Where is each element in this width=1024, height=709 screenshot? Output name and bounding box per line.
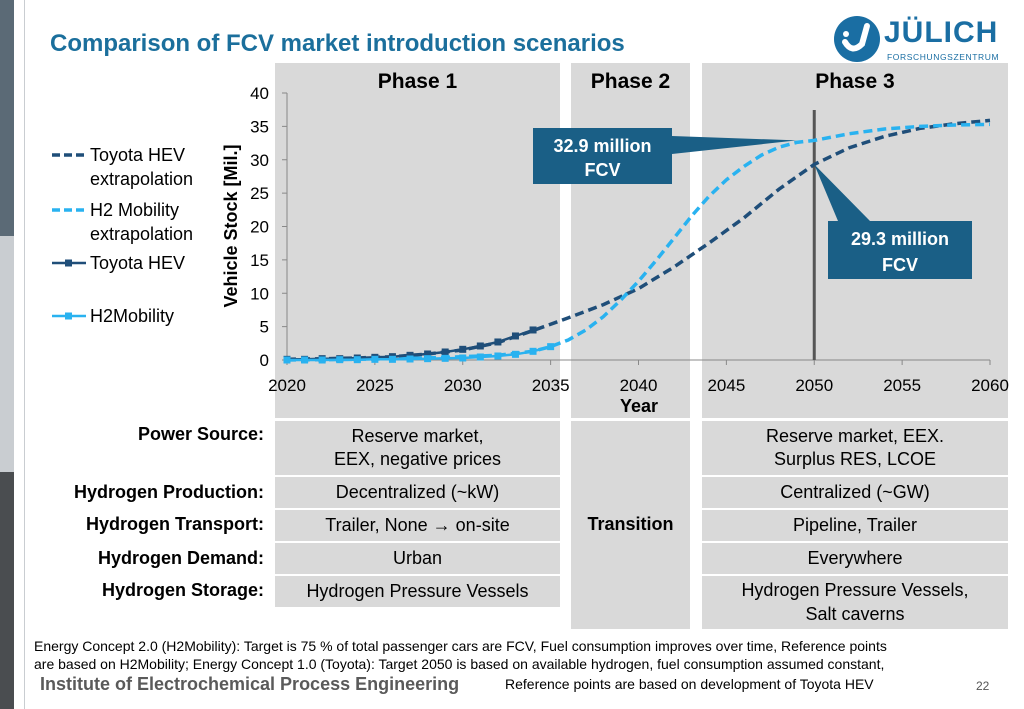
x-tick-label: 2030 xyxy=(444,376,482,395)
y-axis-title: Vehicle Stock [Mil.] xyxy=(221,144,241,307)
series-point-2 xyxy=(441,348,449,356)
series-point-2 xyxy=(476,342,484,350)
cell-phase3-h2-demand: Everywhere xyxy=(702,543,1008,574)
series-point-3 xyxy=(441,354,449,362)
series-line-0 xyxy=(286,118,991,362)
callout-box xyxy=(533,128,672,184)
cell-phase3-power-source: Reserve market, EEX. Surplus RES, LCOE xyxy=(702,421,1008,475)
y-tick-label: 35 xyxy=(250,117,269,136)
series-point-3 xyxy=(476,353,484,361)
series-point-3 xyxy=(388,355,396,363)
legend-label: Toyota HEV xyxy=(90,253,185,273)
page-number: 22 xyxy=(976,679,990,693)
y-tick-label: 20 xyxy=(250,218,269,237)
series-line-1 xyxy=(286,122,991,362)
y-tick-label: 10 xyxy=(250,284,269,303)
series-line-3 xyxy=(287,345,551,362)
x-tick-label: 2025 xyxy=(356,376,394,395)
cell-phase1-h2-demand: Urban xyxy=(275,543,560,574)
cell-phase3-h2-transport: Pipeline, Trailer xyxy=(702,510,1008,541)
callout-pointer xyxy=(814,164,870,221)
slide-title: Comparison of FCV market introduction sc… xyxy=(50,30,625,57)
logo-wordmark: JÜLICH xyxy=(884,16,999,49)
footnote: Energy Concept 2.0 (H2Mobility): Target … xyxy=(34,637,1004,673)
callout-text: 29.3 million xyxy=(851,229,949,249)
series-point-3 xyxy=(301,356,309,364)
x-axis-title: Year xyxy=(620,396,658,416)
row-label-h2-demand: Hydrogen Demand: xyxy=(97,548,264,568)
series-point-3 xyxy=(424,355,432,363)
logo-subtitle: FORSCHUNGSZENTRUM xyxy=(887,52,1000,62)
x-tick-label: 2020 xyxy=(268,376,306,395)
series-point-2 xyxy=(511,332,519,340)
left-accent-bar xyxy=(0,0,14,236)
series-point-3 xyxy=(459,354,467,362)
x-tick-label: 2040 xyxy=(620,376,658,395)
series-point-3 xyxy=(494,352,502,360)
x-tick-label: 2055 xyxy=(883,376,921,395)
row-label-h2-transport: Hydrogen Transport: xyxy=(85,514,264,534)
footnote-line: are based on H2Mobility; Energy Concept … xyxy=(34,656,885,672)
cell-phase1-power-source: Reserve market, EEX, negative prices xyxy=(275,421,560,475)
series-point-3 xyxy=(336,356,344,364)
y-tick-label: 40 xyxy=(250,84,269,103)
series-point-2 xyxy=(406,351,414,359)
series-point-2 xyxy=(494,338,502,346)
series-point-3 xyxy=(529,347,537,355)
logo-mark-icon xyxy=(834,16,880,62)
series-point-3 xyxy=(406,355,414,363)
institute-name: Institute of Electrochemical Process Eng… xyxy=(40,674,460,694)
x-tick-label: 2050 xyxy=(795,376,833,395)
y-tick-label: 15 xyxy=(250,251,269,270)
footnote-line: Reference points are based on developmen… xyxy=(505,676,874,692)
x-tick-label: 2035 xyxy=(532,376,570,395)
legend-label: H2 Mobility extrapolation xyxy=(90,200,193,244)
left-accent-bar xyxy=(0,472,14,709)
legend-swatch-marker xyxy=(65,312,72,320)
phase1-label: Phase 1 xyxy=(377,70,458,93)
series-point-3 xyxy=(283,356,291,364)
juelich-logo xyxy=(832,14,1002,64)
callout-text: FCV xyxy=(882,255,918,275)
y-tick-label: 30 xyxy=(250,151,269,170)
phase3-label: Phase 3 xyxy=(815,70,895,93)
legend-label: H2Mobility xyxy=(90,306,174,326)
series-point-3 xyxy=(511,350,519,358)
phase2-label: Phase 2 xyxy=(590,70,671,93)
cell-phase1-h2-transport: Trailer, None → on-site xyxy=(275,510,560,541)
series-point-2 xyxy=(424,350,432,358)
x-tick-label: 2060 xyxy=(971,376,1009,395)
series-point-3 xyxy=(547,343,555,351)
callout-box xyxy=(828,221,972,279)
cell-phase2-transition: Transition xyxy=(571,421,690,629)
callout-pointer xyxy=(672,136,797,154)
series-point-3 xyxy=(353,356,361,364)
series-point-2 xyxy=(459,345,467,353)
y-tick-label: 25 xyxy=(250,184,269,203)
left-accent-bar xyxy=(0,236,14,472)
cell-phase1-h2-storage: Hydrogen Pressure Vessels xyxy=(275,576,560,607)
series-point-2 xyxy=(529,326,537,334)
legend-label: Toyota HEV extrapolation xyxy=(90,145,193,189)
series-point-3 xyxy=(371,355,379,363)
row-label-h2-storage: Hydrogen Storage: xyxy=(101,580,264,600)
divider xyxy=(24,0,25,709)
legend-swatch-marker xyxy=(65,259,72,267)
row-label-power-source: Power Source: xyxy=(137,424,264,444)
cell-phase3-h2-storage: Hydrogen Pressure Vessels, Salt caverns xyxy=(702,576,1008,629)
row-label-h2-production: Hydrogen Production: xyxy=(74,482,264,502)
cell-phase1-h2-production: Decentralized (~kW) xyxy=(275,477,560,508)
series-point-3 xyxy=(318,356,326,364)
x-tick-label: 2045 xyxy=(707,376,745,395)
callout-text: FCV xyxy=(585,160,621,180)
cell-phase3-h2-production: Centralized (~GW) xyxy=(702,477,1008,508)
footnote-line: Energy Concept 2.0 (H2Mobility): Target … xyxy=(34,638,887,654)
y-tick-label: 5 xyxy=(260,318,269,337)
y-tick-label: 0 xyxy=(260,351,269,370)
callout-text: 32.9 million xyxy=(553,136,651,156)
